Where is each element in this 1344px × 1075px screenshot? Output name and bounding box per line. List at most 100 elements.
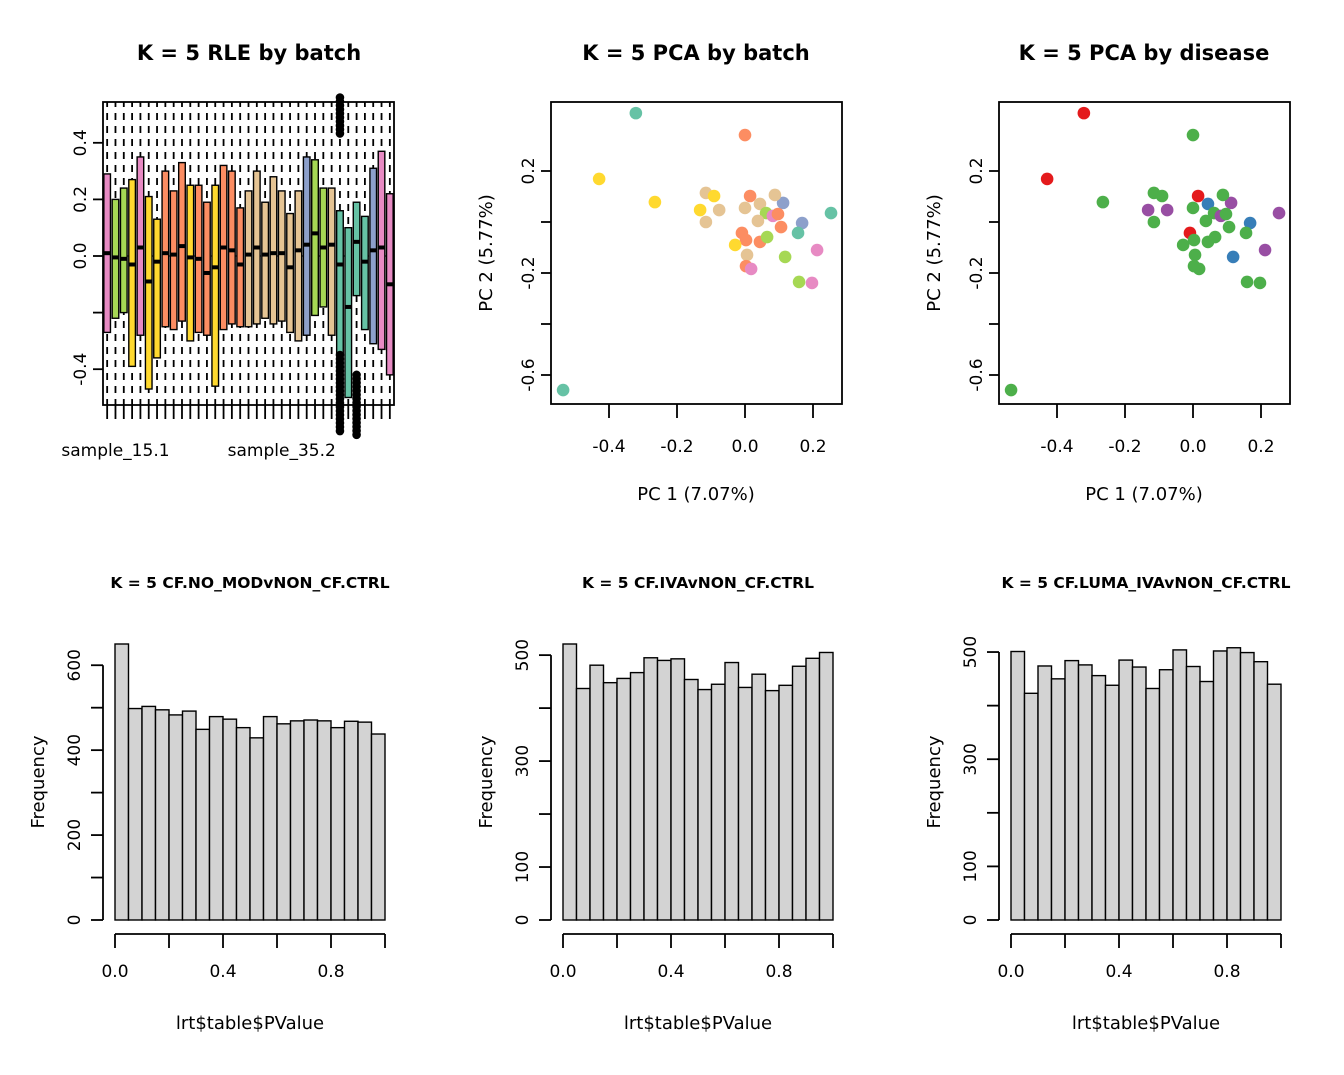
box [144, 195, 153, 390]
histogram-bar [1239, 651, 1255, 921]
x-axis-title: PC 1 (7.07%) [637, 484, 755, 505]
histogram-bar [1199, 680, 1215, 921]
histogram-bar [181, 710, 197, 921]
histogram-bar [1104, 684, 1120, 921]
histogram-bar [1050, 678, 1066, 921]
histogram-bar [127, 707, 143, 921]
pvalue-histogram-panel-3: K = 5 CF.LUMA_IVAvNON_CF.CTRL 0 100 300 500 0… [924, 574, 1291, 1034]
histogram-bar [316, 720, 332, 921]
box [128, 178, 137, 368]
panel-title: K = 5 CF.IVAvNON_CF.CTRL [582, 574, 814, 592]
histogram-bar [343, 720, 359, 921]
y-tick-label: 0.0 [71, 242, 91, 269]
plot-border [998, 101, 1291, 405]
histogram-bar [222, 718, 238, 921]
data-point [740, 248, 754, 262]
box [352, 201, 361, 297]
data-point [1160, 203, 1174, 217]
y-tick-label: -0.2 [519, 256, 539, 289]
histogram-bar [1118, 659, 1134, 921]
histogram-bar [1185, 665, 1201, 921]
histogram-bar [805, 657, 821, 921]
y-tick-label: 400 [65, 734, 85, 766]
box [161, 170, 170, 328]
data-point [738, 201, 752, 215]
data-point [1187, 233, 1201, 247]
histogram-bar [1172, 649, 1188, 921]
histogram-bar [330, 726, 346, 921]
data-point [556, 383, 570, 397]
data-point [728, 238, 742, 252]
histogram-bar [1010, 650, 1026, 921]
box [153, 218, 162, 359]
panel-title: K = 5 PCA by batch [582, 41, 809, 65]
data-point [805, 276, 819, 290]
x-tick-label: -0.4 [592, 437, 625, 457]
data-point [1191, 189, 1205, 203]
data-point [1141, 203, 1155, 217]
histogram-bar [1145, 687, 1161, 921]
y-tick-label: 0.2 [71, 186, 91, 213]
data-points [556, 106, 838, 397]
x-tick-label: -0.2 [660, 437, 693, 457]
data-point [744, 262, 758, 276]
data-point [792, 275, 806, 289]
box [177, 161, 186, 322]
histogram-bar [818, 651, 834, 921]
data-point [1243, 216, 1257, 230]
x-tick-label: 0.8 [765, 962, 792, 982]
outlier-point [335, 129, 345, 138]
x-tick-label: 0.0 [1179, 437, 1206, 457]
y-tick-label: 200 [65, 819, 85, 851]
x-tick-label: -0.2 [1108, 437, 1141, 457]
x-axis-title: lrt$table$PValue [176, 1013, 324, 1034]
y-tick-label: 0.4 [71, 129, 91, 156]
pca-disease-scatter-panel: K = 5 PCA by disease 0.2 -0.2 -0.6 -0.4 -0.2 0… [924, 41, 1291, 505]
y-axis-title: PC 2 (5.77%) [924, 194, 945, 312]
data-point [712, 203, 726, 217]
panel-title: K = 5 CF.LUMA_IVAvNON_CF.CTRL [1001, 574, 1290, 592]
histogram-bar [562, 643, 578, 921]
outlier-point [352, 430, 361, 440]
data-point [810, 243, 824, 257]
box [227, 170, 236, 325]
y-tick-label: -0.6 [519, 358, 539, 391]
box [335, 210, 344, 356]
x-tick-label: -0.4 [1040, 437, 1073, 457]
box [277, 190, 286, 322]
box [344, 226, 353, 399]
data-point [1004, 383, 1018, 397]
data-point [592, 172, 606, 186]
histogram-bar [357, 721, 373, 921]
data-points [1004, 106, 1286, 397]
y-tick-label: 0 [513, 915, 533, 926]
histogram-bar [575, 687, 591, 921]
y-tick-label: 100 [961, 850, 981, 882]
data-point [1208, 230, 1222, 244]
histogram-bar [656, 659, 672, 921]
rle-boxplot-panel: K = 5 RLE by batch 0.4 0.2 0.0 -0.4 sample_15… [61, 41, 395, 461]
x-tick-label: 0.0 [731, 437, 758, 457]
data-point [1272, 206, 1286, 220]
data-point [699, 215, 713, 229]
pvalue-histogram-panel-1: K = 5 CF.NO_MODvNON_CF.CTRL 0 200 400 600 0.0… [28, 574, 390, 1034]
y-tick-label: 0 [65, 915, 85, 926]
histogram-bar [1037, 665, 1053, 921]
data-point [743, 189, 757, 203]
y-axis-title: PC 2 (5.77%) [476, 194, 497, 312]
data-point [738, 128, 752, 142]
data-point [693, 203, 707, 217]
histogram-bars [562, 643, 834, 921]
y-tick-label: 0 [961, 915, 981, 926]
y-axis-title: Frequency [924, 735, 945, 828]
plot-border [550, 101, 843, 405]
y-tick-label: 0.2 [519, 157, 539, 184]
box [261, 201, 270, 319]
histogram-bar [289, 720, 305, 921]
data-point [774, 220, 788, 234]
x-tick-label: 0.4 [657, 962, 684, 982]
data-point [1253, 276, 1267, 290]
y-tick-label: 300 [961, 743, 981, 775]
histogram-bar [168, 714, 184, 921]
